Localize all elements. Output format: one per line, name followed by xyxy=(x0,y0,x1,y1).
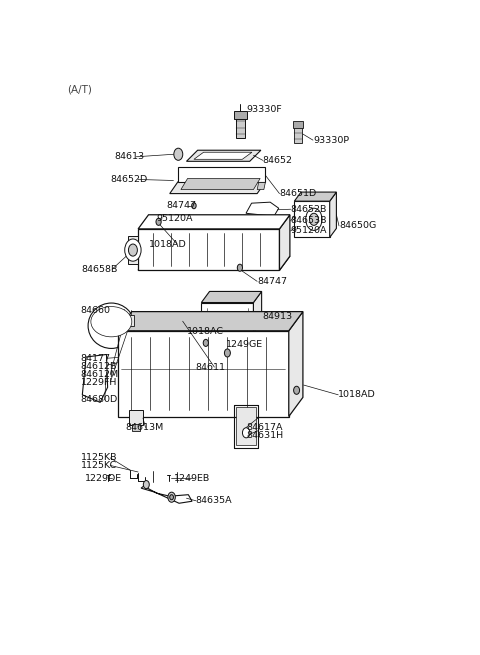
Circle shape xyxy=(225,349,230,357)
Polygon shape xyxy=(138,215,290,229)
Text: 84613M: 84613M xyxy=(125,423,163,432)
Circle shape xyxy=(170,495,173,500)
Polygon shape xyxy=(170,182,265,194)
Polygon shape xyxy=(118,312,303,331)
Polygon shape xyxy=(236,407,256,445)
FancyBboxPatch shape xyxy=(128,314,133,326)
Text: 1018AD: 1018AD xyxy=(149,240,187,248)
Polygon shape xyxy=(181,178,260,189)
Text: 84680D: 84680D xyxy=(81,396,118,404)
Polygon shape xyxy=(118,331,289,417)
Text: 1249EB: 1249EB xyxy=(173,474,210,483)
Circle shape xyxy=(306,208,322,231)
Polygon shape xyxy=(138,256,290,271)
Polygon shape xyxy=(279,215,290,271)
Text: 84747: 84747 xyxy=(257,277,287,286)
FancyBboxPatch shape xyxy=(132,424,140,430)
Text: 1249GE: 1249GE xyxy=(226,341,263,349)
Text: 84177: 84177 xyxy=(81,354,110,363)
Text: 84653B: 84653B xyxy=(290,216,327,225)
Text: 84652: 84652 xyxy=(263,156,293,165)
Polygon shape xyxy=(186,150,261,161)
Text: 84617A: 84617A xyxy=(246,423,283,432)
Polygon shape xyxy=(202,291,262,303)
Polygon shape xyxy=(330,192,336,238)
Polygon shape xyxy=(202,303,253,333)
Text: 84650G: 84650G xyxy=(339,221,376,231)
Text: 95120A: 95120A xyxy=(290,227,327,235)
Text: 84660: 84660 xyxy=(81,306,110,315)
Circle shape xyxy=(203,339,208,346)
Circle shape xyxy=(242,428,250,438)
Circle shape xyxy=(310,214,318,225)
Text: 1018AC: 1018AC xyxy=(186,328,224,336)
Text: 84612M: 84612M xyxy=(81,370,119,379)
Polygon shape xyxy=(194,152,252,159)
Circle shape xyxy=(156,218,161,225)
Polygon shape xyxy=(246,202,279,216)
Ellipse shape xyxy=(91,307,132,337)
Circle shape xyxy=(144,481,149,489)
Text: 84613: 84613 xyxy=(114,152,144,161)
Text: 84631H: 84631H xyxy=(246,431,283,440)
Polygon shape xyxy=(294,192,336,201)
Circle shape xyxy=(129,244,137,256)
Text: 84652D: 84652D xyxy=(110,175,147,184)
Text: 1125KB: 1125KB xyxy=(81,453,117,462)
Text: 1018AD: 1018AD xyxy=(338,390,376,400)
Text: 95120A: 95120A xyxy=(156,214,193,223)
Text: 84611: 84611 xyxy=(196,363,226,371)
Text: 84747: 84747 xyxy=(166,201,196,210)
Ellipse shape xyxy=(88,303,134,348)
Text: 1125KC: 1125KC xyxy=(81,461,117,470)
Text: 84651D: 84651D xyxy=(279,189,317,198)
Polygon shape xyxy=(253,291,262,333)
Text: 1229FH: 1229FH xyxy=(81,378,117,386)
Polygon shape xyxy=(294,201,330,238)
Text: 93330F: 93330F xyxy=(246,105,282,115)
Text: 84635A: 84635A xyxy=(196,496,232,505)
Circle shape xyxy=(294,386,300,394)
FancyBboxPatch shape xyxy=(294,126,302,143)
Text: 84652B: 84652B xyxy=(290,205,327,214)
Text: 1229DE: 1229DE xyxy=(85,474,122,483)
Polygon shape xyxy=(178,168,265,182)
Circle shape xyxy=(192,202,196,209)
FancyBboxPatch shape xyxy=(293,121,303,128)
FancyBboxPatch shape xyxy=(129,411,143,424)
Polygon shape xyxy=(141,486,192,503)
FancyBboxPatch shape xyxy=(234,111,247,119)
FancyBboxPatch shape xyxy=(236,118,245,138)
Circle shape xyxy=(125,239,141,261)
FancyBboxPatch shape xyxy=(128,236,138,264)
Text: 93330P: 93330P xyxy=(313,136,349,145)
Circle shape xyxy=(168,492,175,502)
Text: (A/T): (A/T) xyxy=(67,84,92,95)
FancyBboxPatch shape xyxy=(121,314,127,325)
Polygon shape xyxy=(125,352,152,365)
Circle shape xyxy=(237,264,242,271)
FancyBboxPatch shape xyxy=(207,218,211,222)
Circle shape xyxy=(174,148,183,160)
Polygon shape xyxy=(257,183,265,189)
Text: 84913: 84913 xyxy=(263,312,293,321)
Polygon shape xyxy=(83,354,108,402)
FancyBboxPatch shape xyxy=(197,215,207,224)
Polygon shape xyxy=(289,312,303,417)
Text: 84612B: 84612B xyxy=(81,362,117,371)
Polygon shape xyxy=(138,229,279,271)
Text: 84658B: 84658B xyxy=(82,265,118,274)
